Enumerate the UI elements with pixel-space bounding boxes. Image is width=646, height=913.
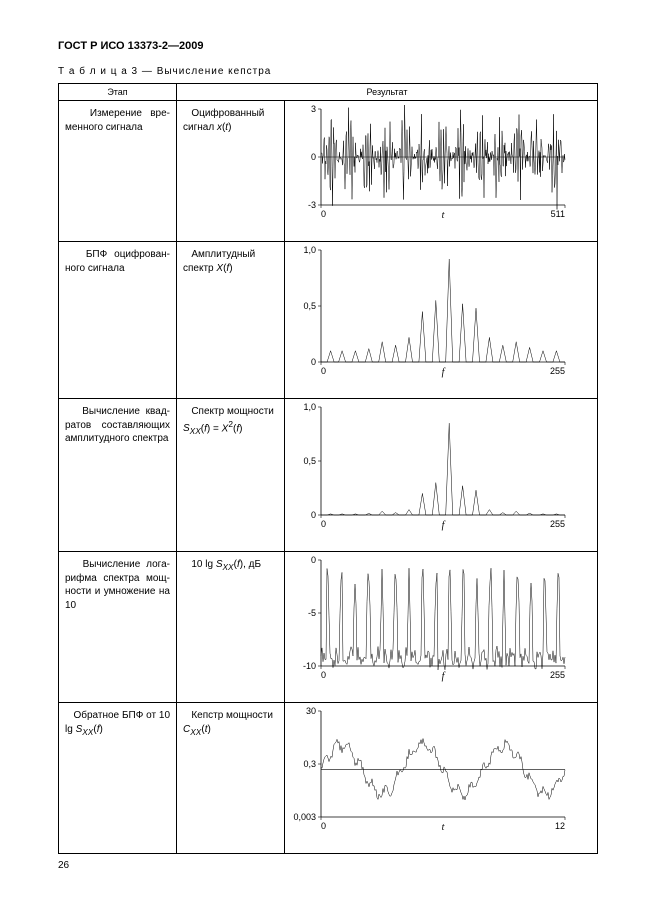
svg-text:f: f	[442, 520, 446, 531]
svg-text:f: f	[442, 367, 446, 378]
svg-text:0: 0	[321, 519, 326, 529]
svg-text:12: 12	[555, 821, 565, 831]
svg-text:0,3: 0,3	[303, 759, 316, 769]
svg-text:-5: -5	[308, 608, 316, 618]
svg-text:0: 0	[311, 510, 316, 520]
cepstrum-table: Этап Результат Измерение вре­менного сиг…	[58, 83, 598, 854]
th-stage: Этап	[59, 84, 177, 101]
svg-text:511: 511	[551, 209, 565, 219]
svg-text:0: 0	[311, 152, 316, 162]
svg-text:30: 30	[306, 707, 316, 716]
svg-text:0,003: 0,003	[293, 812, 316, 822]
svg-text:255: 255	[550, 519, 565, 529]
result-label-cell: Спектр мощностиSXX(f) = X2(f)	[177, 399, 285, 552]
svg-text:1,0: 1,0	[303, 246, 316, 255]
stage-cell: БПФ оцифрован­ного сигнала	[59, 242, 177, 399]
page-number: 26	[58, 860, 598, 871]
chart-cell: 0 -5 -10 0 255 f	[285, 552, 598, 703]
svg-text:3: 3	[311, 105, 316, 114]
th-result: Результат	[177, 84, 598, 101]
svg-text:0: 0	[321, 821, 326, 831]
table-caption: Т а б л и ц а 3 — Вычисление кепстра	[58, 66, 598, 77]
stage-cell: Обратное БПФ от 10 lg SXX(f)	[59, 703, 177, 854]
svg-text:-3: -3	[308, 200, 316, 210]
svg-text:0: 0	[321, 670, 326, 680]
document-header: ГОСТ Р ИСО 13373-2—2009	[58, 40, 598, 52]
table-row: Вычисление лога­рифма спектра мощ­ности …	[59, 552, 598, 703]
svg-text:1,0: 1,0	[303, 403, 316, 412]
svg-text:255: 255	[550, 366, 565, 376]
result-label-cell: Оцифрованный сиг­нал x(t)	[177, 101, 285, 242]
chart-log-spectrum: 0 -5 -10 0 255 f	[291, 556, 591, 684]
svg-text:0: 0	[321, 209, 326, 219]
svg-text:f: f	[442, 671, 446, 682]
stage-cell: Вычисление квад­ратов составляющих ампли…	[59, 399, 177, 552]
stage-cell: Вычисление лога­рифма спектра мощ­ности …	[59, 552, 177, 703]
svg-text:-10: -10	[303, 661, 316, 671]
svg-text:t: t	[442, 822, 445, 833]
svg-text:255: 255	[550, 670, 565, 680]
result-label-cell: Кепстр мощности CXX(t)	[177, 703, 285, 854]
caption-text: Вычисление кепстра	[157, 66, 272, 77]
table-row: БПФ оцифрован­ного сигнала Амплитудный с…	[59, 242, 598, 399]
chart-amp-spectrum: 1,0 0,5 00 255 f	[291, 246, 591, 380]
table-row: Измерение вре­менного сигнала Оцифрованн…	[59, 101, 598, 242]
chart-power-spectrum: 1,0 0,5 00 255 f	[291, 403, 591, 533]
chart-cell: 30 0,3 0,003 0 12 t	[285, 703, 598, 854]
chart-cell: 1,0 0,5 00 255 f	[285, 242, 598, 399]
result-label-cell: Амплитудный спектр X(f)	[177, 242, 285, 399]
table-row: Вычисление квад­ратов составляющих ампли…	[59, 399, 598, 552]
svg-text:0,5: 0,5	[303, 301, 316, 311]
caption-prefix: Т а б л и ц а 3 —	[58, 66, 157, 77]
chart-cepstrum: 30 0,3 0,003 0 12 t	[291, 707, 591, 835]
svg-text:t: t	[442, 210, 445, 221]
chart-time-signal: 3 0 -3 0 511 t	[291, 105, 591, 223]
svg-text:0: 0	[311, 357, 316, 367]
chart-cell: 3 0 -3 0 511 t	[285, 101, 598, 242]
svg-text:0,5: 0,5	[303, 456, 316, 466]
table-row: Обратное БПФ от 10 lg SXX(f) Кепстр мощн…	[59, 703, 598, 854]
result-label-cell: 10 lg SXX(f), дБ	[177, 552, 285, 703]
svg-text:0: 0	[321, 366, 326, 376]
stage-cell: Измерение вре­менного сигнала	[59, 101, 177, 242]
svg-text:0: 0	[311, 556, 316, 565]
chart-cell: 1,0 0,5 00 255 f	[285, 399, 598, 552]
